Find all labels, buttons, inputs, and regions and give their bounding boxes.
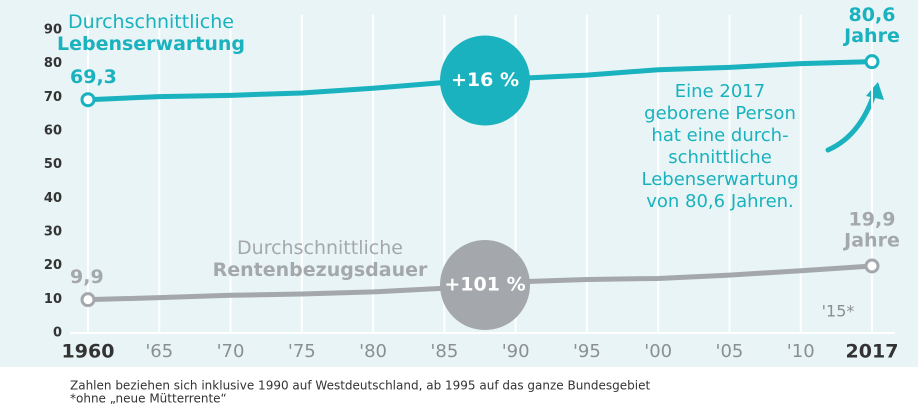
x-tick-label: '00 — [644, 341, 672, 362]
y-tick-label: 20 — [44, 258, 62, 273]
footnote: Zahlen beziehen sich inklusive 1990 auf … — [70, 379, 650, 393]
unit-label: Jahre — [842, 25, 900, 47]
y-tick-label: 90 — [44, 23, 62, 38]
x-tick-label: 1960 — [62, 341, 115, 363]
y-tick-label: 60 — [44, 124, 62, 139]
x-tick-label: 2017 — [846, 341, 899, 363]
y-tick-label: 70 — [44, 90, 62, 105]
legend-line: Durchschnittliche — [68, 11, 234, 33]
annotation: Lebenserwartung — [642, 169, 799, 190]
y-tick-label: 10 — [44, 292, 62, 307]
change-circle — [440, 35, 530, 126]
y-tick-label: 40 — [44, 191, 62, 206]
change-label: +16 % — [451, 69, 519, 91]
footnote: *ohne „neue Mütterrente“ — [70, 392, 227, 406]
x-tick-label: '10 — [787, 341, 815, 362]
legend-label: Durchschnittliche Rentenbezugsdauer — [213, 237, 428, 281]
x-tick-label: '90 — [502, 341, 530, 362]
note: '15* — [822, 302, 855, 321]
x-tick-label: '80 — [359, 341, 387, 362]
legend-line: Lebenserwartung — [57, 33, 245, 55]
legend-line: Rentenbezugsdauer — [213, 259, 428, 281]
change-circle — [440, 240, 530, 331]
x-tick-label: '05 — [716, 341, 744, 362]
x-tick-label: '75 — [288, 341, 316, 362]
x-tick-label: '65 — [145, 341, 173, 362]
y-tick-label: 30 — [44, 225, 62, 240]
legend-label: Durchschnittliche Lebenserwartung — [57, 11, 245, 55]
change-label: +101 % — [444, 274, 525, 296]
endpoint — [80, 292, 96, 308]
value-label: 80,6 — [849, 4, 896, 26]
x-tick-label: '95 — [573, 341, 601, 362]
value-label: 9,9 — [70, 266, 104, 288]
value-label: 19,9 — [849, 209, 896, 231]
endpoint — [80, 92, 96, 108]
unit-label: Jahre — [842, 230, 900, 252]
annotation: schnittliche — [668, 147, 772, 168]
endpoint — [864, 54, 880, 70]
x-tick-label: '85 — [430, 341, 458, 362]
x-tick-label: '70 — [217, 341, 245, 362]
annotation: hat eine durch- — [651, 125, 788, 146]
y-tick-label: 80 — [44, 56, 62, 71]
endpoint — [864, 258, 880, 274]
y-tick-label: 50 — [44, 157, 62, 172]
annotation: geborene Person — [644, 103, 796, 124]
value-label: 69,3 — [70, 66, 117, 88]
annotation: Eine 2017 — [675, 81, 765, 102]
y-tick-label: 0 — [53, 326, 62, 341]
annotation: von 80,6 Jahren. — [646, 191, 794, 212]
legend-line: Durchschnittliche — [237, 237, 403, 259]
arrow-head — [866, 82, 884, 100]
